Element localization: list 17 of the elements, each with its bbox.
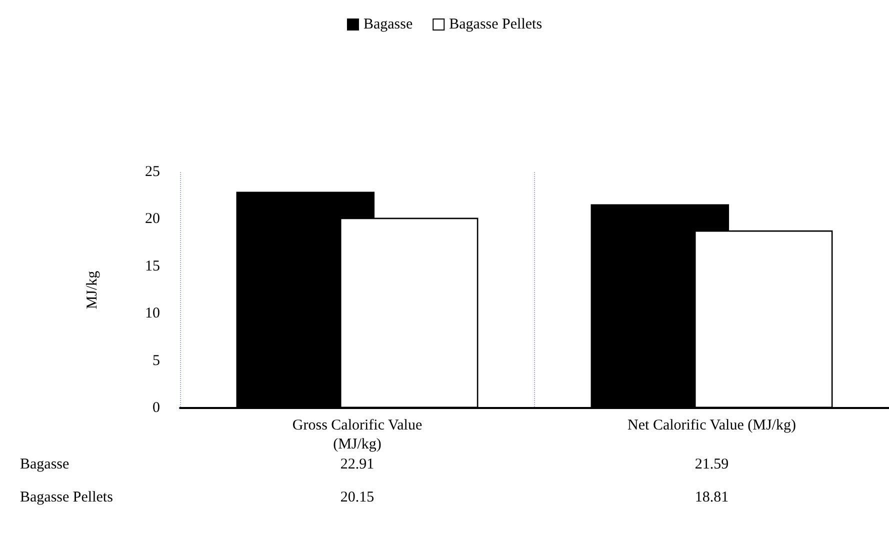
y-tick-label: 20 (145, 211, 160, 228)
legend-label: Bagasse (363, 16, 413, 32)
y-tick-label: 10 (145, 306, 160, 322)
legend-label: Bagasse Pellets (449, 16, 542, 32)
text: Bagasse (20, 456, 70, 472)
data-label: 20.15 (340, 490, 374, 506)
y-axis-title: MJ/kg (84, 270, 100, 310)
y-tick-label: 5 (152, 352, 160, 369)
y-tick-label: 15 (145, 258, 160, 274)
data-label: 21.59 (694, 456, 729, 472)
data-label: 22.91 (340, 456, 374, 472)
y-tick-label: 0 (152, 400, 160, 416)
x-tick-label: Net Calorific Value (MJ/kg) (628, 418, 796, 434)
data-label: 18.81 (694, 490, 729, 506)
x-tick-label: Gross Calorific Value (MJ/kg) (292, 418, 422, 452)
text: Bagasse Pellets (20, 490, 113, 506)
y-tick-label: 25 (145, 164, 160, 180)
